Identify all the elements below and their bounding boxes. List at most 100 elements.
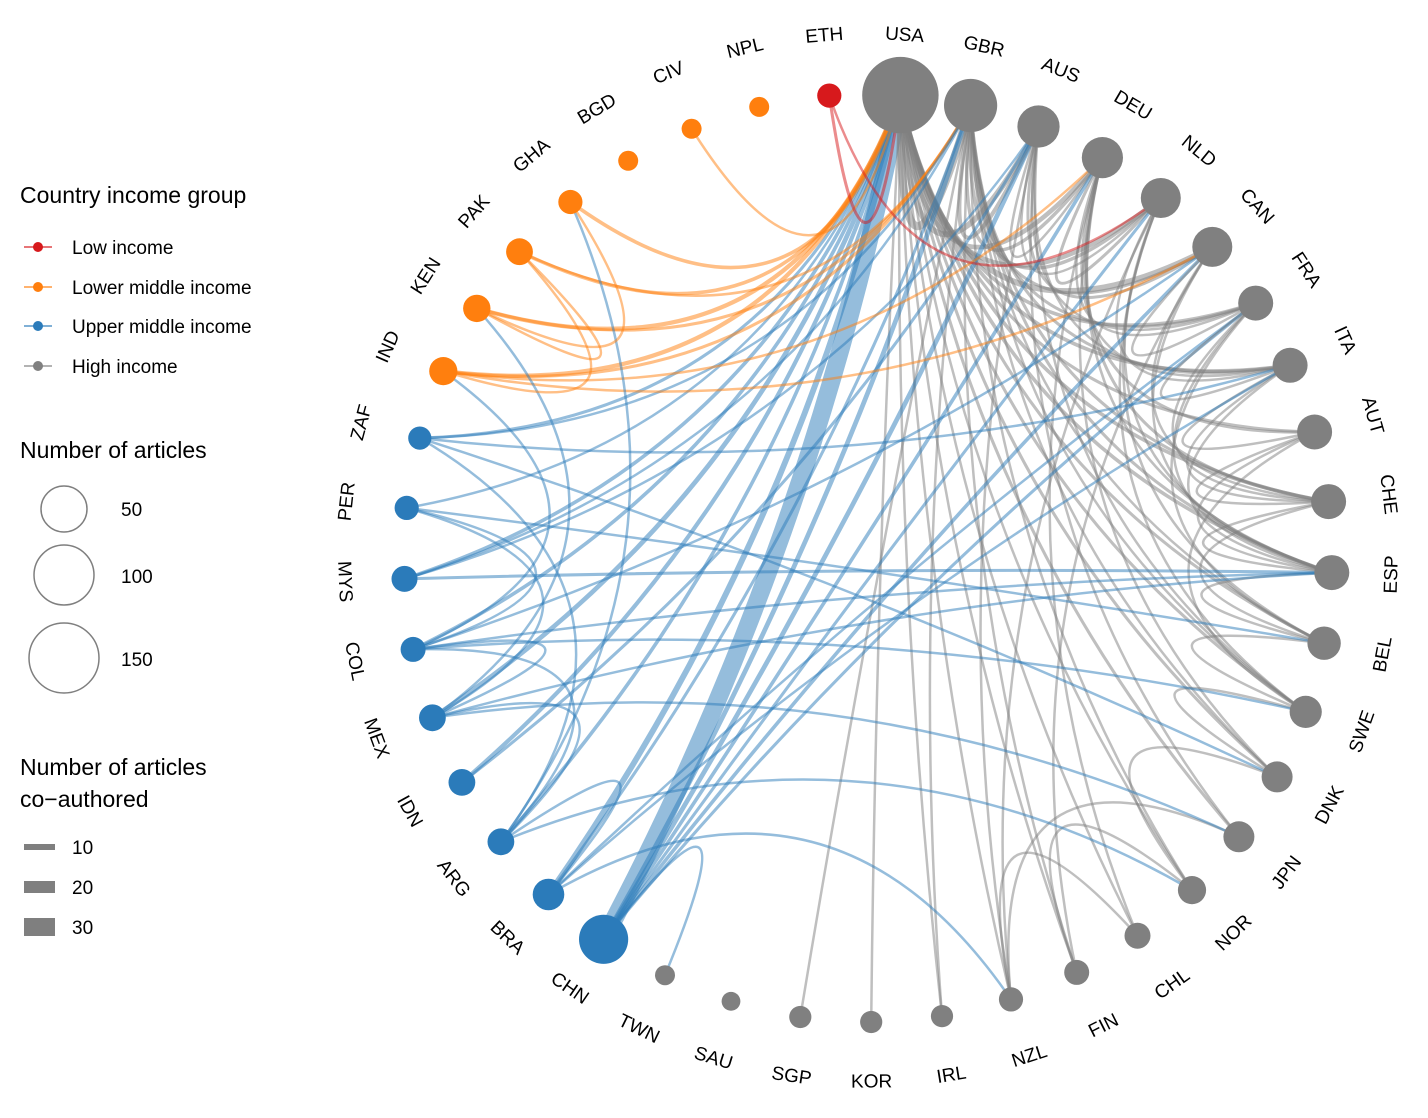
link-usa-chl xyxy=(899,95,1139,937)
link-esp-col xyxy=(412,571,1332,651)
link-fra-che xyxy=(1171,302,1329,503)
node-jpn xyxy=(1223,821,1255,853)
link-usa-irl xyxy=(897,95,944,1017)
link-deu-nld xyxy=(1054,156,1162,285)
node-ita xyxy=(1272,347,1308,383)
node-label-sgp: SGP xyxy=(770,1063,813,1090)
link-fra-ita xyxy=(1159,302,1291,401)
node-ind xyxy=(429,357,458,386)
link-gbr-fin xyxy=(963,105,1078,973)
node-label-che: CHE xyxy=(1375,473,1401,515)
link-col-ind xyxy=(412,370,551,651)
node-irl xyxy=(930,1005,954,1028)
node-label-fra: FRA xyxy=(1287,249,1326,293)
legend-coauthored-label: 30 xyxy=(72,918,93,939)
node-label-gbr: GBR xyxy=(961,32,1006,62)
node-bra xyxy=(532,878,565,911)
node-col xyxy=(400,636,426,662)
link-chn-twn xyxy=(602,845,704,976)
link-usa-bra xyxy=(546,94,904,897)
link-ita-zaf xyxy=(419,364,1291,454)
node-esp xyxy=(1314,555,1350,591)
link-aut-esp xyxy=(1196,430,1332,574)
link-can-esp xyxy=(1151,246,1333,574)
link-usa-civ xyxy=(690,94,902,237)
link-aus-idn xyxy=(460,125,1040,784)
node-arg xyxy=(487,828,515,856)
node-per xyxy=(394,495,419,520)
node-label-mys: MYS xyxy=(333,561,356,603)
node-label-deu: DEU xyxy=(1110,87,1155,125)
link-bel-per xyxy=(406,506,1325,645)
legend-coauthored-title-line2: co−authored xyxy=(20,786,149,812)
node-bel xyxy=(1307,626,1341,660)
link-dnk-nor xyxy=(1128,745,1278,891)
node-gha xyxy=(558,189,583,215)
link-usa-col xyxy=(412,94,903,652)
link-aus-mys xyxy=(404,125,1040,581)
node-label-mex: MEX xyxy=(359,716,393,762)
node-label-jpn: JPN xyxy=(1268,852,1306,893)
legend-income-item-upper-middle: Upper middle income xyxy=(24,317,252,338)
link-can-fra xyxy=(1130,246,1257,357)
legend-income-label: Lower middle income xyxy=(72,278,252,299)
link-bra-arg xyxy=(500,779,622,896)
node-label-twn: TWN xyxy=(615,1010,663,1048)
link-nld-chn xyxy=(602,197,1162,941)
link-aus-can xyxy=(1026,126,1214,300)
node-mys xyxy=(391,565,418,592)
node-label-col: COL xyxy=(340,640,368,682)
link-mex-col xyxy=(412,639,547,719)
node-kor xyxy=(860,1010,883,1034)
node-bgd xyxy=(618,150,639,171)
link-aus-deu xyxy=(1008,126,1104,259)
node-label-pak: PAK xyxy=(454,191,494,233)
link-fra-esp xyxy=(1172,302,1333,574)
link-usa-idn xyxy=(460,94,903,784)
node-label-dnk: DNK xyxy=(1311,782,1349,828)
link-nzl-chl xyxy=(998,851,1139,1000)
node-label-irl: IRL xyxy=(935,1063,968,1088)
link-nzl-bra xyxy=(547,832,1013,1001)
node-sau xyxy=(721,991,741,1011)
legend-articles-item-150: 150 xyxy=(28,622,153,694)
legend-coauthored-item-10: 10 xyxy=(24,838,93,859)
node-zaf xyxy=(408,426,432,450)
node-label-swe: SWE xyxy=(1345,708,1379,756)
node-pak xyxy=(506,238,533,266)
node-label-can: CAN xyxy=(1236,185,1278,229)
link-layer xyxy=(403,93,1333,1023)
link-deu-chl xyxy=(1048,157,1139,937)
link-usa-mex xyxy=(431,94,903,720)
link-ita-bra xyxy=(547,364,1291,896)
link-nor-arg xyxy=(500,778,1193,892)
node-nor xyxy=(1177,876,1207,905)
node-nzl xyxy=(998,987,1024,1012)
node-label-civ: CIV xyxy=(650,57,688,89)
legend-income-item-lower-middle: Lower middle income xyxy=(24,278,252,299)
node-fin xyxy=(1064,959,1090,985)
legend-income-item-high: High income xyxy=(24,357,178,378)
node-ken xyxy=(463,294,491,323)
node-npl xyxy=(749,96,770,117)
link-deu-fra xyxy=(1075,157,1257,337)
link-deu-ind xyxy=(443,156,1104,382)
link-fra-bra xyxy=(547,302,1257,896)
node-label-ken: KEN xyxy=(407,254,446,298)
node-eth xyxy=(817,83,842,108)
node-deu xyxy=(1081,137,1123,179)
link-usa-dnk xyxy=(898,94,1279,779)
node-label-kor: KOR xyxy=(851,1071,892,1092)
link-aus-swe xyxy=(1033,126,1307,713)
legend-income-item-low: Low income xyxy=(24,238,173,259)
legend-coauthored-item-20: 20 xyxy=(24,878,93,899)
link-usa-arg xyxy=(499,94,903,844)
node-label-nzl: NZL xyxy=(1009,1041,1050,1072)
link-can-ind xyxy=(443,245,1213,393)
link-gbr-zaf xyxy=(419,104,972,440)
link-swe-col xyxy=(413,638,1306,714)
node-label-nld: NLD xyxy=(1177,131,1220,171)
node-label-ita: ITA xyxy=(1329,323,1360,358)
legend-coauthored-title: Number of articles xyxy=(20,754,207,780)
